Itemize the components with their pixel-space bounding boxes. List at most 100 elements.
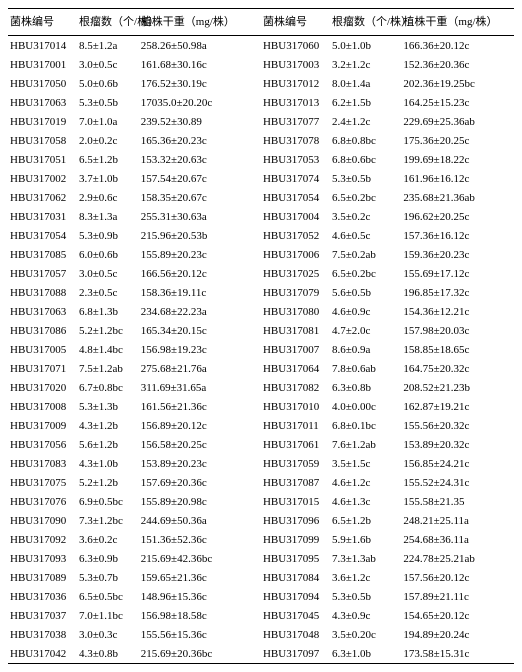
table-cell: 7.0±1.1bc xyxy=(77,606,139,625)
table-cell: HBU317085 xyxy=(8,245,77,264)
table-cell: 162.87±19.21c xyxy=(401,397,514,416)
table-cell: 208.52±21.23b xyxy=(401,378,514,397)
table-cell: HBU317059 xyxy=(261,454,330,473)
table-cell: 151.36±52.36c xyxy=(139,530,261,549)
table-cell: HBU317081 xyxy=(261,321,330,340)
table-cell: 215.69±20.36bc xyxy=(139,644,261,664)
table-row: HBU3170923.6±0.2c151.36±52.36cHBU3170995… xyxy=(8,530,514,549)
table-cell: HBU317064 xyxy=(261,359,330,378)
table-cell: 6.8±0.1bc xyxy=(330,416,401,435)
table-cell: 3.6±0.2c xyxy=(77,530,139,549)
table-cell: 2.3±0.5c xyxy=(77,283,139,302)
table-cell: 4.3±1.2b xyxy=(77,416,139,435)
table-cell: 194.89±20.24c xyxy=(401,625,514,644)
table-row: HBU3170318.3±1.3a255.31±30.63aHBU3170043… xyxy=(8,207,514,226)
table-cell: 4.3±0.8b xyxy=(77,644,139,664)
table-cell: 4.8±1.4bc xyxy=(77,340,139,359)
table-row: HBU3170516.5±1.2b153.32±20.63cHBU3170536… xyxy=(8,150,514,169)
table-cell: 4.3±1.0b xyxy=(77,454,139,473)
table-row: HBU3170936.3±0.9b215.69±42.36bcHBU317095… xyxy=(8,549,514,568)
table-cell: 4.6±1.2c xyxy=(330,473,401,492)
col-dryweight-l: 植株干重（mg/株） xyxy=(139,9,261,36)
table-header: 菌株编号 根瘤数（个/株） 植株干重（mg/株） 菌株编号 根瘤数（个/株） 植… xyxy=(8,9,514,36)
table-cell: 2.4±1.2c xyxy=(330,112,401,131)
table-cell: 255.31±30.63a xyxy=(139,207,261,226)
table-cell: 5.3±0.7b xyxy=(77,568,139,587)
table-cell: HBU317045 xyxy=(261,606,330,625)
table-cell: 161.96±16.12c xyxy=(401,169,514,188)
table-cell: 158.85±18.65c xyxy=(401,340,514,359)
table-cell: 6.9±0.5bc xyxy=(77,492,139,511)
table-cell: 157.69±20.36c xyxy=(139,473,261,492)
table-cell: 196.85±17.32c xyxy=(401,283,514,302)
table-cell: HBU317074 xyxy=(261,169,330,188)
table-row: HBU3170054.8±1.4bc156.98±19.23cHBU317007… xyxy=(8,340,514,359)
table-cell: HBU317087 xyxy=(261,473,330,492)
table-cell: HBU317077 xyxy=(261,112,330,131)
table-cell: 155.52±24.31c xyxy=(401,473,514,492)
col-dryweight-r: 植株干重（mg/株） xyxy=(401,9,514,36)
table-cell: HBU317048 xyxy=(261,625,330,644)
table-cell: 6.8±0.8bc xyxy=(330,131,401,150)
table-cell: 6.8±1.3b xyxy=(77,302,139,321)
table-cell: 7.3±1.2bc xyxy=(77,511,139,530)
table-cell: 6.5±0.5bc xyxy=(77,587,139,606)
table-cell: 152.36±20.36c xyxy=(401,55,514,74)
table-cell: 157.36±16.12c xyxy=(401,226,514,245)
table-cell: 7.3±1.3ab xyxy=(330,549,401,568)
table-cell: HBU317036 xyxy=(8,587,77,606)
table-cell: HBU317062 xyxy=(8,188,77,207)
table-row: HBU3170582.0±0.2c165.36±20.23cHBU3170786… xyxy=(8,131,514,150)
table-cell: 3.0±0.5c xyxy=(77,55,139,74)
table-row: HBU3170856.0±0.6b155.89±20.23cHBU3170067… xyxy=(8,245,514,264)
table-cell: 157.98±20.03c xyxy=(401,321,514,340)
table-cell: 6.2±1.5b xyxy=(330,93,401,112)
table-cell: 6.5±1.2b xyxy=(77,150,139,169)
table-cell: HBU317056 xyxy=(8,435,77,454)
table-row: HBU3170865.2±1.2bc165.34±20.15cHBU317081… xyxy=(8,321,514,340)
table-cell: HBU317063 xyxy=(8,302,77,321)
table-cell: 148.96±15.36c xyxy=(139,587,261,606)
table-row: HBU3170622.9±0.6c158.35±20.67cHBU3170546… xyxy=(8,188,514,207)
table-cell: HBU317093 xyxy=(8,549,77,568)
table-cell: 158.35±20.67c xyxy=(139,188,261,207)
table-cell: 161.68±30.16c xyxy=(139,55,261,74)
table-cell: HBU317079 xyxy=(261,283,330,302)
table-cell: 165.36±20.23c xyxy=(139,131,261,150)
table-cell: 164.25±15.23c xyxy=(401,93,514,112)
table-cell: 8.0±1.4a xyxy=(330,74,401,93)
table-cell: HBU317008 xyxy=(8,397,77,416)
table-cell: 8.6±0.9a xyxy=(330,340,401,359)
table-cell: 229.69±25.36ab xyxy=(401,112,514,131)
table-cell: 6.3±0.8b xyxy=(330,378,401,397)
table-cell: 159.65±21.36c xyxy=(139,568,261,587)
table-cell: 154.65±20.12c xyxy=(401,606,514,625)
table-row: HBU3170907.3±1.2bc244.69±50.36aHBU317096… xyxy=(8,511,514,530)
col-nodule-l: 根瘤数（个/株） xyxy=(77,9,139,36)
table-cell: 5.3±0.5b xyxy=(77,93,139,112)
table-cell: 5.3±0.5b xyxy=(330,169,401,188)
table-cell: HBU317054 xyxy=(8,226,77,245)
table-cell: 6.3±1.0b xyxy=(330,644,401,664)
table-cell: 155.56±20.32c xyxy=(401,416,514,435)
table-cell: 235.68±21.36ab xyxy=(401,188,514,207)
table-cell: 5.3±1.3b xyxy=(77,397,139,416)
table-cell: 7.6±1.2ab xyxy=(330,435,401,454)
table-cell: HBU317084 xyxy=(261,568,330,587)
table-cell: HBU317052 xyxy=(261,226,330,245)
table-cell: 157.56±20.12c xyxy=(401,568,514,587)
col-nodule-r: 根瘤数（个/株） xyxy=(330,9,401,36)
table-cell: 244.69±50.36a xyxy=(139,511,261,530)
table-cell: HBU317061 xyxy=(261,435,330,454)
table-cell: HBU317020 xyxy=(8,378,77,397)
col-strain-id-l: 菌株编号 xyxy=(8,9,77,36)
table-row: HBU3170755.2±1.2b157.69±20.36cHBU3170874… xyxy=(8,473,514,492)
table-cell: 3.7±1.0b xyxy=(77,169,139,188)
table-row: HBU3170635.3±0.5b17035.0±20.20cHBU317013… xyxy=(8,93,514,112)
data-table: 菌株编号 根瘤数（个/株） 植株干重（mg/株） 菌株编号 根瘤数（个/株） 植… xyxy=(8,8,514,664)
table-cell: 156.98±19.23c xyxy=(139,340,261,359)
table-cell: 17035.0±20.20c xyxy=(139,93,261,112)
table-cell: 6.5±0.2bc xyxy=(330,264,401,283)
table-cell: HBU317012 xyxy=(261,74,330,93)
table-cell: 6.3±0.9b xyxy=(77,549,139,568)
